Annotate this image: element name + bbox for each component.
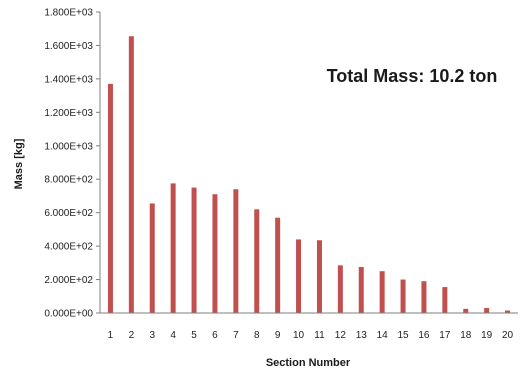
x-tick-label: 7	[233, 330, 239, 341]
x-tick-label: 10	[293, 330, 305, 341]
bar-section-10	[296, 239, 302, 313]
bar-section-18	[463, 308, 469, 313]
bar-section-1	[107, 83, 113, 314]
x-tick-label: 12	[335, 330, 347, 341]
bar-section-13	[358, 267, 364, 313]
x-axis-title: Section Number	[266, 357, 351, 369]
bar-section-9	[275, 217, 281, 313]
x-tick-label: 3	[149, 330, 155, 341]
bar-section-20	[505, 310, 511, 313]
x-tick-label: 14	[377, 330, 389, 341]
x-tick-label: 16	[418, 330, 430, 341]
bar-section-8	[254, 209, 260, 313]
x-tick-label: 8	[254, 330, 260, 341]
bar-section-16	[421, 281, 427, 313]
total-mass-annotation: Total Mass: 10.2 ton	[327, 66, 498, 86]
x-tick-label: 4	[170, 330, 176, 341]
y-ticks-group: 0.000E+00 2.000E+02 4.000E+02 6.000E+02 8.00…	[44, 8, 100, 320]
x-tick-label: 17	[439, 330, 451, 341]
x-tick-label: 2	[129, 330, 135, 341]
bar-section-15	[400, 279, 406, 313]
x-tick-label: 13	[356, 330, 368, 341]
x-tick-label: 6	[212, 330, 218, 341]
bar-section-5	[191, 187, 197, 313]
x-tick-label: 9	[275, 330, 281, 341]
bar-section-11	[316, 240, 322, 313]
x-tick-label: 1	[108, 330, 114, 341]
y-tick-label: 1.600E+03	[44, 41, 93, 52]
x-tick-label: 20	[502, 330, 514, 341]
y-tick-label: 1.200E+03	[44, 108, 93, 119]
bar-section-3	[149, 203, 155, 313]
x-tick-label: 18	[460, 330, 472, 341]
x-tick-label: 5	[191, 330, 197, 341]
y-tick-label: 8.000E+02	[44, 175, 93, 186]
y-tick-label: 1.400E+03	[44, 74, 93, 85]
x-tick-label: 19	[481, 330, 493, 341]
bar-section-12	[337, 265, 343, 313]
bar-section-2	[128, 36, 134, 313]
bar-section-14	[379, 271, 385, 313]
bar-section-17	[442, 287, 448, 313]
bar-section-19	[484, 307, 490, 313]
bar-section-4	[170, 183, 176, 313]
bar-section-6	[212, 194, 218, 313]
x-tick-label: 11	[314, 330, 325, 341]
y-tick-label: 2.000E+02	[44, 275, 93, 286]
bars-group	[107, 36, 511, 314]
bar-section-7	[233, 189, 239, 313]
x-tick-label: 15	[397, 330, 409, 341]
y-tick-label: 6.000E+02	[44, 208, 93, 219]
y-tick-label: 1.000E+03	[44, 141, 93, 152]
y-tick-label: 0.000E+00	[44, 309, 93, 320]
y-tick-label: 4.000E+02	[44, 242, 93, 253]
x-ticks-group: 1 2 3 4 5 6 7 8 9 10 11 12 13 14 15 16 17 18 19 20	[108, 330, 514, 341]
y-axis-title: Mass [kg]	[13, 138, 25, 189]
y-tick-label: 1.800E+03	[44, 8, 93, 19]
